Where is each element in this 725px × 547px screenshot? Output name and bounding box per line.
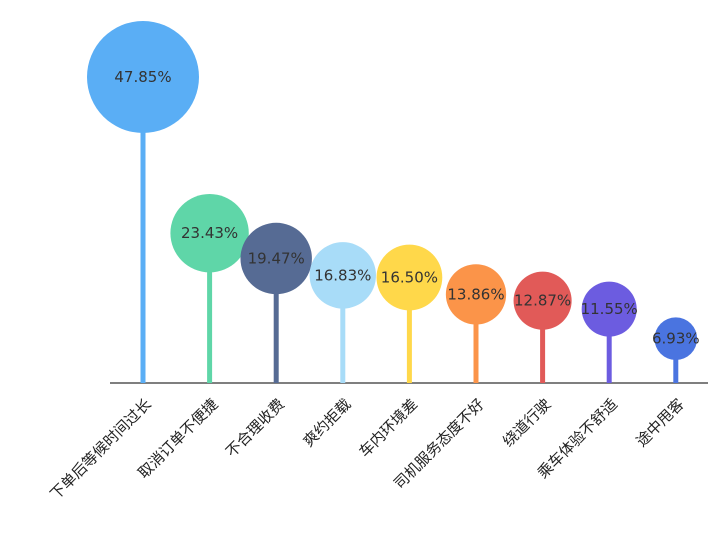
- value-label-8: 11.55%: [581, 300, 638, 318]
- bubble-1: [87, 21, 199, 133]
- category-label-5: 车内环境差: [355, 395, 421, 461]
- value-label-2: 23.43%: [181, 224, 238, 242]
- bubble-8: [581, 281, 637, 337]
- category-label-7: 绕道行驶: [499, 395, 554, 450]
- category-label-3: 不合理收费: [222, 395, 288, 461]
- category-label-4: 爽约拒载: [299, 395, 354, 450]
- value-label-4: 16.83%: [314, 266, 371, 284]
- bubbles-layer: [87, 21, 698, 360]
- category-label-9: 途中甩客: [632, 395, 687, 450]
- bubble-4: [309, 242, 377, 309]
- value-label-5: 16.50%: [381, 268, 438, 286]
- value-label-6: 13.86%: [447, 285, 504, 303]
- bubble-2: [170, 193, 249, 273]
- bubble-6: [445, 264, 507, 325]
- value-label-3: 19.47%: [248, 249, 305, 267]
- value-labels-layer: 47.85% 23.43% 19.47% 16.83% 16.50% 13.86% 12.8…: [114, 68, 699, 348]
- bubble-7: [513, 271, 572, 330]
- bubble-9: [654, 317, 698, 360]
- bubble-5: [376, 244, 443, 311]
- value-label-1: 47.85%: [114, 68, 171, 86]
- value-label-9: 6.93%: [652, 330, 700, 348]
- category-label-1: 下单后等候时间过长: [47, 395, 155, 503]
- value-label-7: 12.87%: [514, 292, 571, 310]
- bubble-3: [240, 222, 312, 295]
